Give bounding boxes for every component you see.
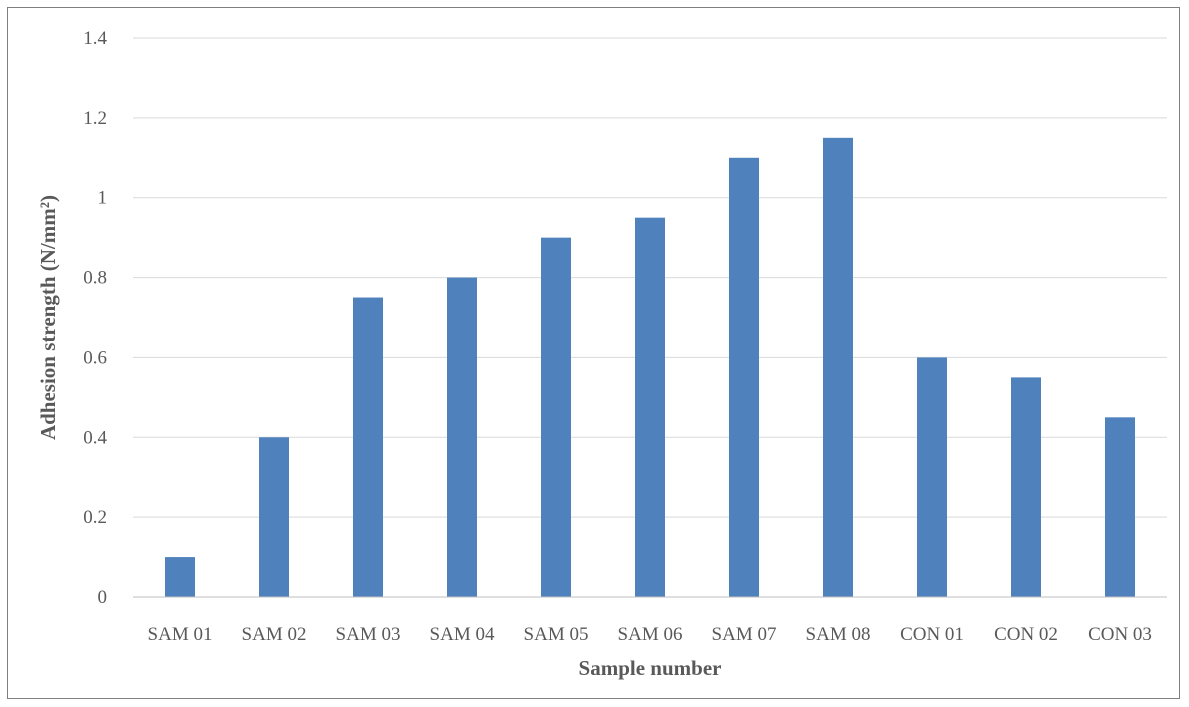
x-tick-label: SAM 04 [430, 624, 495, 645]
bars [165, 137, 1135, 598]
bar-sam-05 [541, 237, 571, 597]
x-tick-label: SAM 03 [336, 624, 401, 645]
x-tick-label: SAM 05 [524, 624, 589, 645]
y-tick-label: 1 [98, 188, 108, 209]
y-axis-title: Adhesion strength (N/mm²) [36, 195, 60, 440]
y-tick-label: 0.4 [83, 427, 107, 448]
bar-sam-08 [823, 137, 853, 598]
bar-con-02 [1011, 377, 1041, 597]
gridlines [133, 37, 1167, 518]
x-tick-label: CON 03 [1088, 624, 1152, 645]
y-tick-label: 1.2 [83, 108, 107, 129]
x-tick-label: SAM 07 [712, 624, 777, 645]
bar-sam-04 [447, 277, 477, 597]
y-tick-label: 0.6 [83, 347, 107, 368]
y-tick-label: 0.8 [83, 268, 107, 289]
bar-sam-01 [165, 557, 195, 597]
bar-con-03 [1105, 417, 1135, 597]
y-tick-label: 0.2 [83, 507, 107, 528]
x-tick-label: SAM 06 [618, 624, 683, 645]
bar-sam-06 [635, 217, 665, 597]
bar-con-01 [917, 357, 947, 597]
x-axis-ticks: SAM 01 SAM 02 SAM 03 SAM 04 SAM 05 SAM 06 SAM … [148, 624, 1152, 645]
chart-frame [7, 7, 1180, 699]
x-tick-label: SAM 01 [148, 624, 213, 645]
bar-sam-03 [353, 297, 383, 597]
y-tick-label: 1.4 [83, 28, 107, 49]
x-tick-label: CON 02 [994, 624, 1058, 645]
x-tick-label: SAM 08 [806, 624, 871, 645]
y-axis-ticks: 0 0.2 0.4 0.6 0.8 1 1.2 1.4 [83, 28, 107, 608]
x-tick-label: CON 01 [900, 624, 964, 645]
bar-sam-07 [729, 157, 759, 598]
x-axis-title: Sample number [579, 656, 722, 680]
y-tick-label: 0 [98, 587, 108, 608]
bar-sam-02 [259, 437, 289, 597]
x-tick-label: SAM 02 [242, 624, 307, 645]
